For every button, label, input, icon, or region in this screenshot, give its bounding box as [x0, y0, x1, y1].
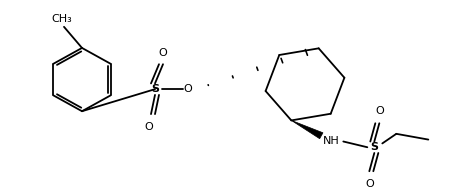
Polygon shape: [291, 120, 323, 139]
Text: O: O: [184, 84, 192, 94]
Text: S: S: [371, 142, 378, 152]
Text: CH₃: CH₃: [52, 14, 72, 24]
Text: O: O: [158, 48, 167, 58]
Text: NH: NH: [323, 136, 340, 146]
Text: O: O: [375, 106, 384, 116]
Text: S: S: [151, 84, 159, 94]
Text: O: O: [145, 122, 153, 132]
Text: O: O: [365, 179, 374, 188]
